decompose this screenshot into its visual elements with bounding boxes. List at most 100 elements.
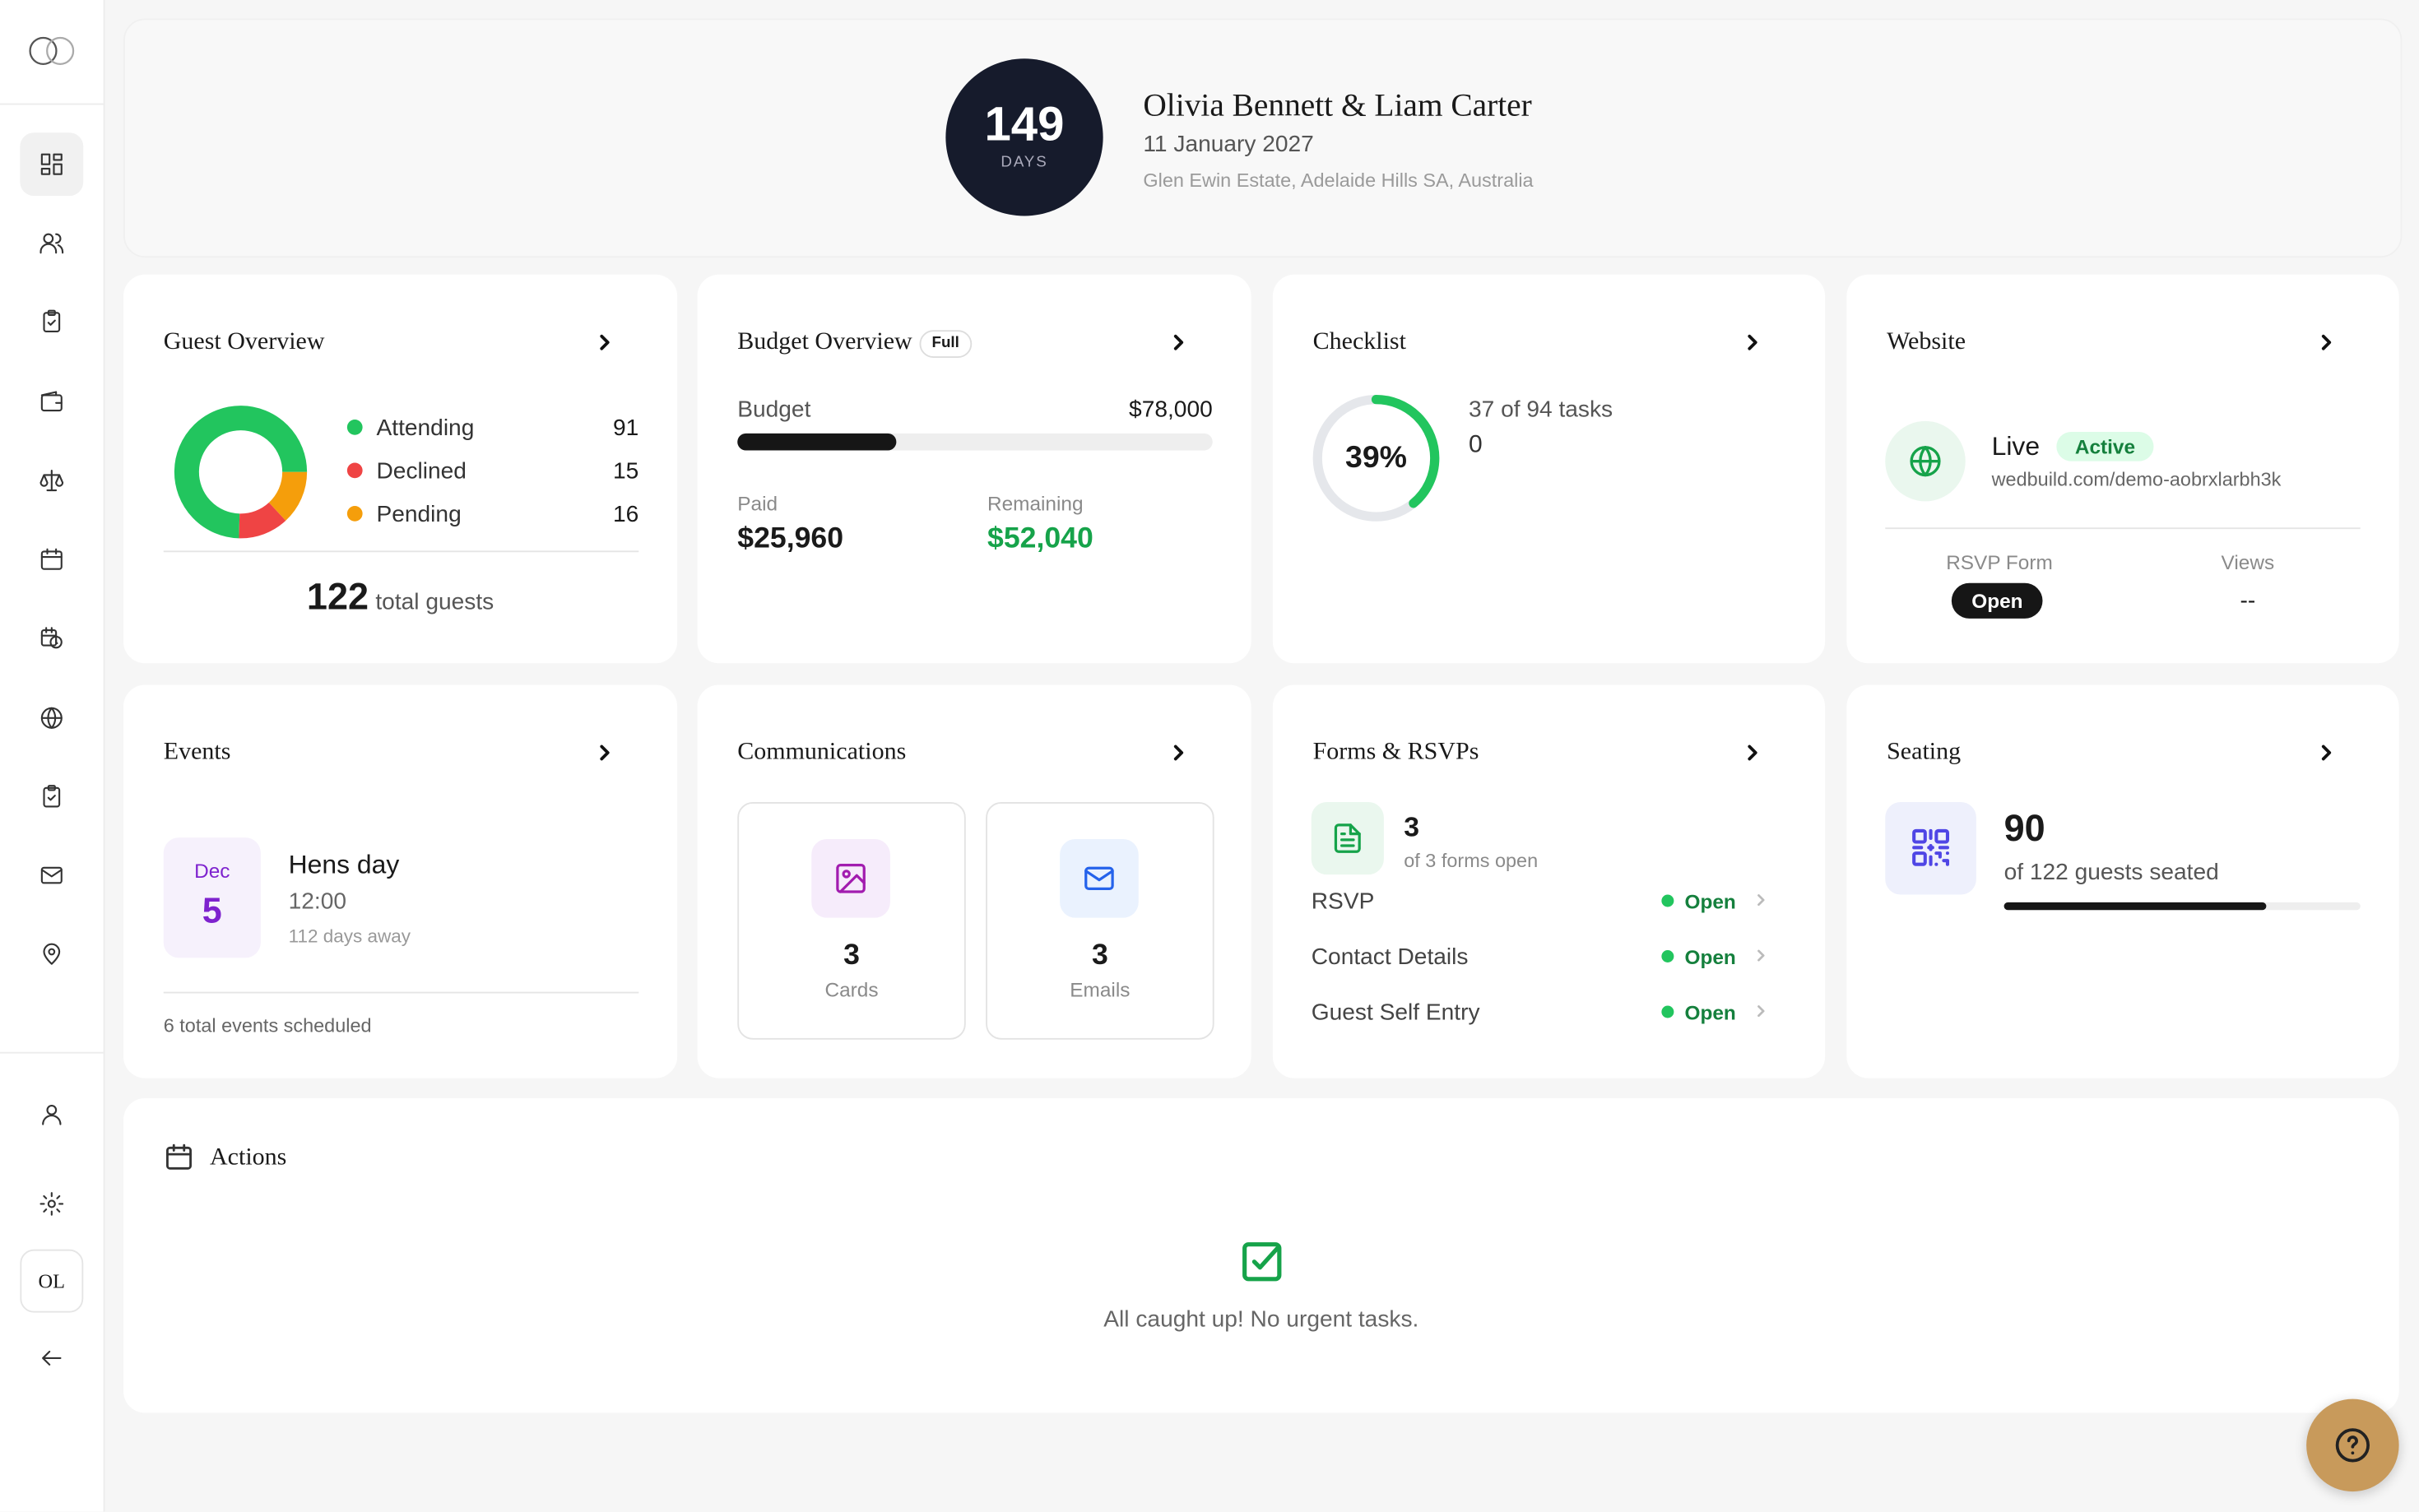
status-dot: [1661, 1005, 1674, 1018]
cards-icon-bg: [811, 839, 890, 918]
active-badge: Active: [2056, 432, 2154, 461]
sidebar: OL: [0, 0, 105, 1512]
budget-total: $78,000: [1129, 396, 1213, 423]
open-events[interactable]: [596, 744, 615, 763]
communications-card: Communications 3 Cards 3 Emails: [697, 684, 1251, 1078]
actions-message: All caught up! No urgent tasks.: [1103, 1306, 1419, 1333]
nav-budget[interactable]: [20, 370, 83, 434]
total-count: 122: [306, 577, 369, 619]
site-status: Live: [1991, 432, 2041, 461]
tasks-extra: 0: [1469, 432, 1483, 458]
legend-dot: [346, 462, 363, 479]
done-icon: [1242, 1242, 1282, 1282]
divider: [1885, 527, 2361, 530]
event-name: Hens day: [288, 850, 400, 879]
remaining-amount: $52,040: [987, 522, 1093, 555]
nav-calendar[interactable]: [20, 527, 83, 591]
views-label: Views: [2221, 550, 2275, 574]
nav-guests[interactable]: [20, 211, 83, 275]
form-name: Contact Details: [1311, 944, 1469, 971]
legend-dot: [346, 506, 363, 522]
budget-label: Budget: [737, 396, 811, 423]
nav-website[interactable]: [20, 686, 83, 749]
nav-settings[interactable]: [20, 1172, 83, 1236]
legend-label: Pending: [376, 501, 462, 528]
legend-dot: [346, 420, 363, 435]
cards-tile[interactable]: [737, 802, 966, 1040]
nav-schedule[interactable]: [20, 606, 83, 670]
emails-tile[interactable]: [986, 802, 1214, 1040]
row-chevron: [1757, 1005, 1765, 1018]
donut-segment: [239, 502, 286, 539]
budget-badge: Full: [919, 330, 972, 358]
date-tile: [163, 837, 261, 958]
event-month: Dec: [194, 859, 230, 883]
open-seating[interactable]: [2317, 744, 2336, 763]
events-card: Events Dec 5 Hens day 12:00 112 days awa…: [123, 684, 678, 1078]
budget-card: Budget Overview Full Budget $78,000 Paid…: [697, 274, 1251, 664]
tasks-count: 37 of 94 tasks: [1469, 396, 1613, 423]
couple-names: Olivia Bennett & Liam Carter: [1143, 86, 1532, 123]
remaining-label: Remaining: [987, 492, 1084, 516]
days-label: DAYS: [1001, 154, 1048, 172]
website-card: Website Live Active wedbuild.com/demo-ao…: [1846, 274, 2399, 664]
wedding-date: 11 January 2027: [1143, 131, 1314, 158]
divider: [163, 550, 639, 553]
seated-label: of 122 guests seated: [2003, 859, 2219, 886]
countdown-circle: [945, 58, 1103, 216]
event-time: 12:00: [288, 888, 347, 915]
emails-label: Emails: [1070, 977, 1131, 1001]
globe-icon: [1910, 446, 1941, 477]
nav-venue[interactable]: [20, 922, 83, 986]
seating-card: Seating 90 of 122 guests seated: [1846, 684, 2399, 1078]
nav-forms[interactable]: [20, 765, 83, 828]
card-title: Website: [1887, 328, 1966, 355]
days-count: 149: [984, 97, 1065, 151]
nav-back[interactable]: [20, 1327, 83, 1390]
chevron-path: [1757, 894, 1765, 907]
chevron-path: [1757, 949, 1765, 962]
nav-legal[interactable]: [20, 449, 83, 513]
avatar[interactable]: OL: [20, 1249, 84, 1313]
card-title: Communications: [737, 739, 907, 765]
actions-title: Actions: [210, 1144, 287, 1171]
open-communications[interactable]: [1169, 744, 1188, 763]
guest-donut: [174, 406, 308, 539]
open-website[interactable]: [2317, 333, 2336, 352]
nav-checklist[interactable]: [20, 290, 83, 354]
ring-progress: [1312, 395, 1440, 522]
open-forms[interactable]: [1743, 744, 1762, 763]
paid-amount: $25,960: [737, 522, 844, 555]
card-title: Forms & RSVPs: [1312, 739, 1479, 765]
chevron-path: [1757, 1005, 1765, 1018]
forms-count: 3: [1404, 811, 1420, 842]
site-url: wedbuild.com/demo-aobrxlarbh3k: [1991, 469, 2282, 491]
card-title: Guest Overview: [163, 328, 325, 355]
nav-mail[interactable]: [20, 844, 83, 907]
header-card: 149 DAYS Olivia Bennett & Liam Carter 11…: [123, 18, 2403, 258]
forms-card: Forms & RSVPs 3 of 3 forms open RSVP Open…: [1272, 684, 1826, 1078]
actions-card: Actions All caught up! No urgent tasks.: [123, 1098, 2399, 1413]
forms-count-label: of 3 forms open: [1404, 850, 1539, 872]
paid-label: Paid: [737, 492, 778, 516]
emails-icon: [1084, 866, 1114, 891]
nav-profile[interactable]: [20, 1083, 83, 1146]
legend-label: Attending: [376, 415, 475, 442]
views-count: --: [2240, 587, 2256, 615]
donut-segment: [268, 471, 308, 521]
legend-value: 16: [612, 501, 639, 528]
open-budget[interactable]: [1169, 333, 1188, 352]
card-title: Checklist: [1312, 328, 1406, 355]
events-footer: 6 total events scheduled: [163, 1014, 372, 1037]
forms-icon-bg: [1311, 802, 1384, 875]
checklist-card: Checklist 39% 37 of 94 tasks 0: [1272, 274, 1826, 664]
nav-dashboard[interactable]: [20, 132, 84, 197]
open-checklist[interactable]: [1743, 333, 1762, 352]
divider: [0, 1051, 104, 1054]
budget-paid-bar: [737, 433, 896, 451]
emails-count: 3: [1091, 939, 1108, 972]
open-guests[interactable]: [596, 333, 615, 352]
divider: [0, 103, 104, 105]
rsvp-status: Open: [1951, 582, 2043, 619]
help-button[interactable]: [2306, 1398, 2399, 1492]
